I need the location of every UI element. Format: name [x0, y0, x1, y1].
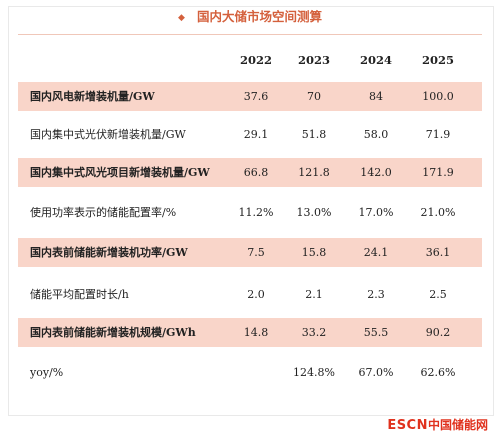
column-header-2023: 2023 [297, 53, 330, 67]
table-row: 国内集中式光伏新增装机量/GW 29.1 51.8 58.0 71.9 [18, 120, 482, 149]
value-cell: 70 [307, 90, 321, 103]
value-cell: 13.0% [296, 206, 332, 219]
value-cell: 67.0% [358, 366, 394, 379]
value-cell: 124.8% [293, 366, 335, 379]
row-label: 国内风电新增装机量/GW [30, 90, 155, 103]
value-cell: 14.8 [243, 326, 269, 339]
title-text: 国内大储市场空间测算 [196, 9, 322, 24]
value-cell: 33.2 [301, 326, 327, 339]
title-divider [18, 34, 482, 35]
value-cell: 62.6% [420, 366, 456, 379]
row-label: 国内集中式光伏新增装机量/GW [30, 128, 186, 141]
diamond-icon: ◆ [178, 13, 185, 23]
value-cell: 71.9 [425, 128, 451, 141]
value-cell: 121.8 [298, 166, 330, 179]
value-cell: 21.0% [420, 206, 456, 219]
table-row: 国内集中式风光项目新增装机量/GW 66.8 121.8 142.0 171.9 [18, 158, 482, 187]
value-cell: 29.1 [243, 128, 269, 141]
value-cell: 2.5 [429, 288, 447, 301]
value-cell: 7.5 [247, 246, 265, 259]
value-cell: 58.0 [363, 128, 389, 141]
value-cell: 55.5 [363, 326, 389, 339]
value-cell: 15.8 [301, 246, 327, 259]
value-cell: 66.8 [243, 166, 269, 179]
row-label: 国内集中式风光项目新增装机量/GW [30, 166, 210, 179]
table-row: 使用功率表示的储能配置率/% 11.2% 13.0% 17.0% 21.0% [18, 198, 482, 227]
table-frame [8, 6, 494, 416]
value-cell: 36.1 [425, 246, 451, 259]
value-cell: 142.0 [360, 166, 392, 179]
value-cell: 11.2% [238, 206, 274, 219]
column-header-2022: 2022 [239, 53, 272, 67]
logo-en: ESCN [387, 418, 428, 433]
table-row: 国内风电新增装机量/GW 37.6 70 84 100.0 [18, 82, 482, 111]
row-label: 储能平均配置时长/h [30, 288, 129, 301]
value-cell: 2.1 [305, 288, 323, 301]
logo-cn: 中国储能网 [427, 418, 488, 432]
row-label: 使用功率表示的储能配置率/% [30, 206, 177, 219]
value-cell: 100.0 [422, 90, 454, 103]
column-header-2024: 2024 [359, 53, 392, 67]
table-row: 储能平均配置时长/h 2.0 2.1 2.3 2.5 [18, 280, 482, 309]
value-cell: 171.9 [422, 166, 454, 179]
value-cell: 84 [369, 90, 383, 103]
value-cell [228, 358, 284, 387]
table-title: ◆ 国内大储市场空间测算 [0, 6, 500, 28]
table-row: 国内表前储能新增装机功率/GW 7.5 15.8 24.1 36.1 [18, 238, 482, 267]
table-row: yoy/% 124.8% 67.0% 62.6% [18, 358, 482, 387]
escn-logo: ESCN中国储能网 [387, 417, 488, 433]
value-cell: 51.8 [301, 128, 327, 141]
row-label: 国内表前储能新增装机规模/GWh [30, 326, 196, 339]
table-row: 国内表前储能新增装机规模/GWh 14.8 33.2 55.5 90.2 [18, 318, 482, 347]
value-cell: 2.3 [367, 288, 385, 301]
row-label: 国内表前储能新增装机功率/GW [30, 246, 188, 259]
value-cell: 17.0% [358, 206, 394, 219]
value-cell: 37.6 [243, 90, 269, 103]
value-cell: 2.0 [247, 288, 265, 301]
column-header-2025: 2025 [421, 53, 454, 67]
value-cell: 90.2 [425, 326, 451, 339]
value-cell: 24.1 [363, 246, 389, 259]
row-label: yoy/% [30, 366, 64, 379]
